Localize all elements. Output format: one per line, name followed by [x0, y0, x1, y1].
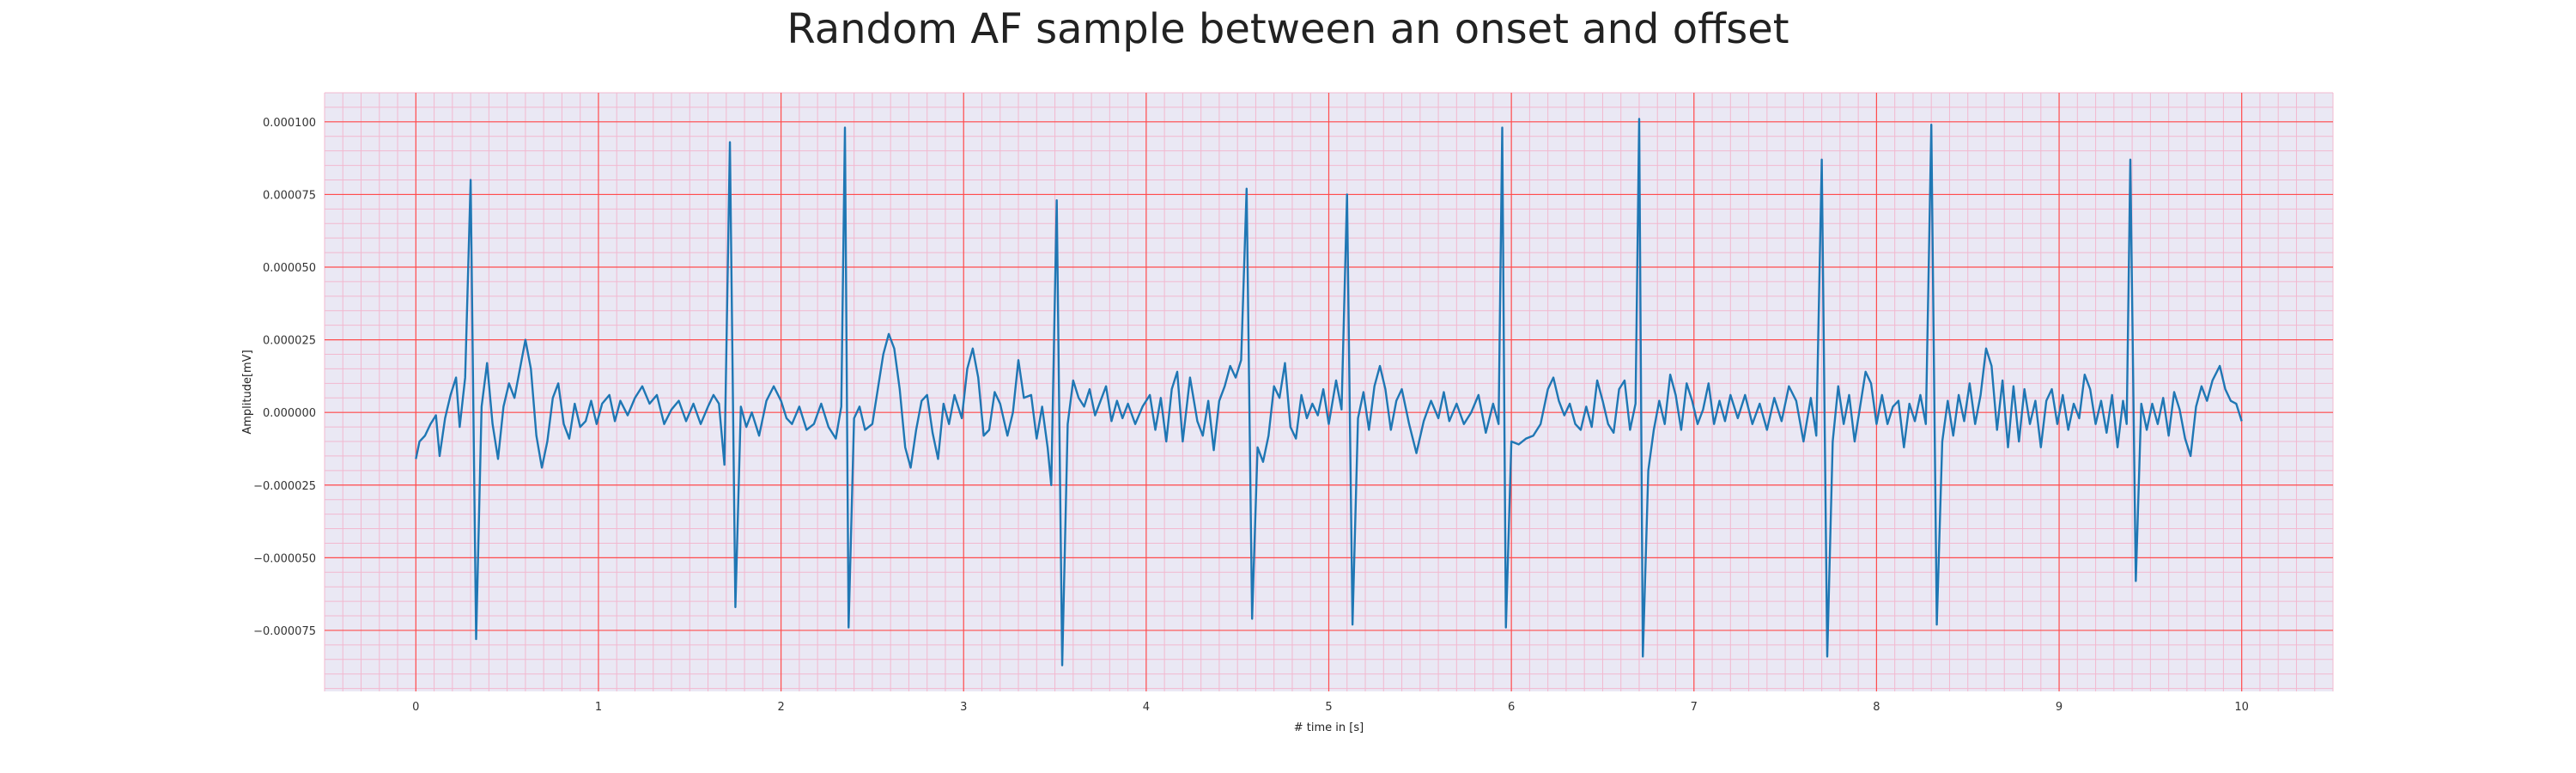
- y-axis-label: Amplitude[mV]: [241, 350, 254, 434]
- y-tick-label: 0.000050: [263, 262, 316, 275]
- x-tick-label: 7: [1691, 701, 1698, 714]
- x-tick-label: 1: [595, 701, 602, 714]
- x-tick-label: 0: [412, 701, 419, 714]
- y-axis-ticks: −0.000075 −0.000050 −0.000025 0.000000 0.000…: [253, 117, 316, 638]
- x-tick-label: 6: [1508, 701, 1515, 714]
- x-tick-label: 5: [1325, 701, 1332, 714]
- y-tick-label: −0.000050: [253, 552, 316, 565]
- y-tick-label: 0.000075: [263, 189, 316, 202]
- y-tick-label: 0.000025: [263, 335, 316, 348]
- x-tick-label: 10: [2234, 701, 2249, 714]
- x-tick-label: 2: [777, 701, 784, 714]
- y-tick-label: 0.000000: [263, 407, 316, 420]
- x-tick-label: 8: [1873, 701, 1880, 714]
- chart-title: Random AF sample between an onset and of…: [787, 5, 1789, 53]
- series-layer: [415, 118, 2243, 666]
- y-tick-label: −0.000025: [253, 480, 316, 493]
- x-axis-ticks: 0 1 2 3 4 5 6 7 8 9 10: [412, 701, 2249, 714]
- x-tick-label: 9: [2056, 701, 2063, 714]
- x-axis-label: # time in [s]: [1294, 721, 1364, 734]
- x-tick-label: 3: [960, 701, 967, 714]
- y-tick-label: −0.000075: [253, 625, 316, 638]
- x-tick-label: 4: [1143, 701, 1150, 714]
- y-tick-label: 0.000100: [263, 117, 316, 130]
- series-line: [415, 118, 2243, 666]
- major-grid: [325, 93, 2333, 691]
